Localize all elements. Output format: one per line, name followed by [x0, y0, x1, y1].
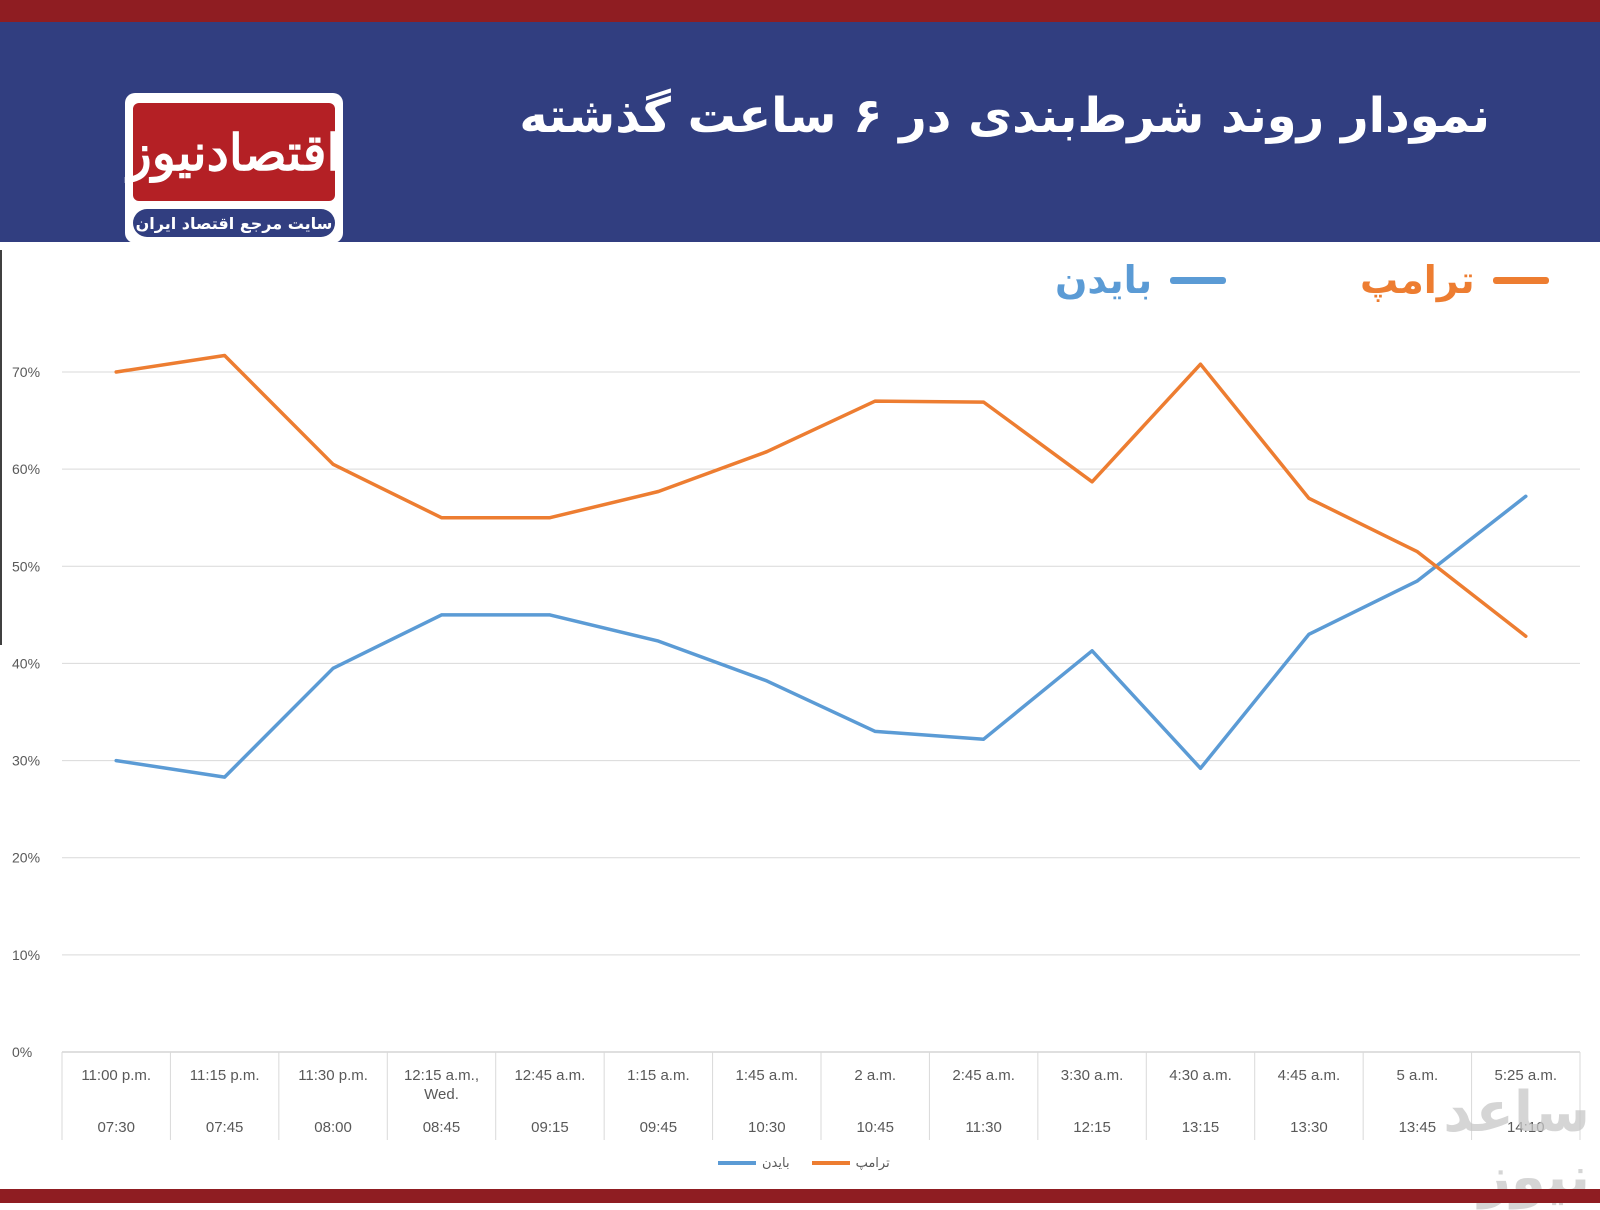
top-accent-band	[0, 0, 1600, 22]
bottom-accent-band	[0, 1189, 1600, 1203]
series-line-biden	[114, 494, 1528, 779]
data-point-biden	[331, 666, 335, 670]
x-tick-label: 2:45 a.m.	[952, 1067, 1015, 1084]
x-tick-label: 11:30 p.m.	[298, 1067, 368, 1084]
data-point-biden	[765, 679, 769, 683]
data-point-trump	[1199, 362, 1202, 366]
x-tick-label-time: 07:45	[206, 1119, 244, 1136]
data-point-trump	[331, 462, 335, 466]
y-tick-label: 70%	[12, 364, 40, 380]
data-point-trump	[440, 516, 443, 520]
legend-trump: ترامپ	[1360, 250, 1549, 310]
chart-legend-biden-label: بایدن	[762, 1155, 790, 1171]
y-tick-label: 60%	[12, 461, 40, 477]
x-tick-label: 2 a.m.	[854, 1067, 896, 1084]
data-point-biden	[223, 775, 227, 779]
legend-trump-swatch	[1492, 276, 1549, 284]
legend-biden-swatch	[1170, 276, 1227, 284]
x-tick-label-time: 13:15	[1182, 1119, 1220, 1136]
x-tick-label-time: 11:30	[965, 1119, 1001, 1136]
data-point-biden	[1307, 632, 1311, 636]
x-tick-label-time: 13:30	[1290, 1119, 1328, 1136]
data-point-biden	[873, 729, 877, 733]
x-tick-label-time: 07:30	[97, 1119, 135, 1136]
data-point-trump	[1307, 496, 1311, 500]
legend-biden-label: بایدن	[1055, 258, 1153, 302]
line-chart: 0% 10% 20% 30% 40% 50% 60% 70% 11:00 p.m. 07:30 11…	[0, 250, 1581, 1140]
data-point-trump	[1415, 550, 1419, 554]
x-tick-label-time: 13:45	[1399, 1119, 1437, 1136]
data-point-trump	[114, 370, 118, 374]
x-tick-label-time: 12:15	[1073, 1119, 1111, 1136]
y-tick-label: 20%	[12, 850, 40, 866]
x-tick-label: 4:45 a.m.	[1278, 1067, 1341, 1084]
x-tick-label-sub: Wed.	[424, 1086, 459, 1103]
x-tick-label: 5 a.m.	[1397, 1067, 1439, 1084]
data-point-biden	[440, 613, 443, 617]
legend-trump-label: ترامپ	[1360, 258, 1475, 302]
chart-legend-biden-swatch	[718, 1161, 756, 1165]
brand-logo: اقتصادنیوز سایت مرجع اقتصاد ایران	[125, 93, 343, 243]
series-line-trump	[114, 353, 1528, 638]
data-point-biden	[1524, 494, 1528, 498]
page-title: نمودار روند شرط‌بندی در ۶ ساعت گذشته	[519, 88, 1490, 144]
y-tick-label: 0%	[12, 1044, 32, 1060]
data-point-biden	[114, 759, 118, 763]
data-point-trump	[656, 489, 660, 493]
data-point-biden	[548, 613, 552, 617]
y-tick-label: 40%	[12, 655, 40, 671]
x-tick-label-time: 08:45	[423, 1119, 461, 1136]
chart-legend-trump-label: ترامپ	[855, 1155, 890, 1171]
legend-biden: بایدن	[1055, 250, 1227, 310]
x-tick-label: 1:15 a.m.	[627, 1067, 690, 1084]
x-tick-label: 12:15 a.m.,	[404, 1067, 479, 1084]
data-point-biden	[656, 639, 660, 643]
x-tick-label: 11:15 p.m.	[190, 1067, 260, 1084]
data-point-trump	[223, 353, 227, 357]
x-tick-label-time: 10:45	[856, 1119, 894, 1136]
x-tick-label: 11:00 p.m.	[81, 1067, 151, 1084]
x-tick-label: 4:30 a.m.	[1169, 1067, 1232, 1084]
x-tick-label-time: 14:10	[1507, 1119, 1545, 1136]
logo-wordmark: اقتصادنیوز	[128, 103, 340, 201]
data-point-trump	[1524, 634, 1528, 638]
watermark: ساعد نیوز	[1443, 1080, 1590, 1210]
chart-legend-trump-swatch	[811, 1161, 850, 1165]
data-point-biden	[1415, 579, 1419, 583]
x-tick-label: 12:45 a.m.	[514, 1067, 585, 1084]
data-point-trump	[1090, 480, 1094, 484]
x-tick-label-time: 09:15	[531, 1119, 569, 1136]
data-point-biden	[1090, 649, 1094, 653]
data-point-trump	[548, 516, 552, 520]
x-tick-label-time: 08:00	[314, 1119, 352, 1136]
y-tick-label: 10%	[12, 947, 40, 963]
x-tick-label: 5:25 a.m.	[1495, 1067, 1558, 1084]
data-point-trump	[765, 450, 769, 454]
data-point-trump	[873, 399, 877, 403]
x-tick-label: 1:45 a.m.	[736, 1067, 799, 1084]
y-tick-label: 50%	[12, 558, 40, 574]
data-point-biden	[1199, 766, 1202, 770]
y-tick-label: 30%	[12, 753, 40, 769]
logo-tagline: سایت مرجع اقتصاد ایران	[133, 209, 335, 237]
data-point-trump	[982, 400, 986, 404]
data-point-biden	[982, 737, 986, 741]
chart-legend: بایدن ترامپ	[718, 1153, 890, 1173]
x-tick-label-time: 10:30	[748, 1119, 786, 1136]
x-tick-label: 3:30 a.m.	[1061, 1067, 1124, 1084]
x-tick-label-time: 09:45	[640, 1119, 678, 1136]
